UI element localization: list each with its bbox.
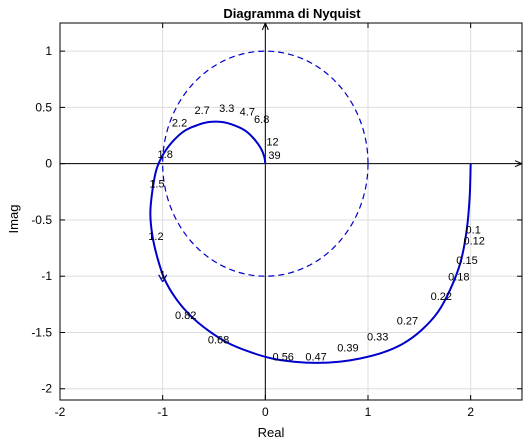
frequency-label: 1.2 [148, 231, 163, 243]
frequency-label: 0.33 [367, 331, 388, 343]
y-axis-label: Imag [6, 205, 21, 234]
frequency-label: 0.22 [431, 291, 452, 303]
chart-title: Diagramma di Nyquist [223, 6, 361, 21]
frequency-label: 0.68 [208, 335, 229, 347]
frequency-label: 0.39 [337, 343, 358, 355]
curve-direction-arrow [158, 274, 168, 283]
x-axis-label: Real [258, 425, 285, 440]
y-tick-label: 1 [45, 44, 52, 58]
frequency-annotations: 0.10.12 0.15 0.18 0.22 0.27 0.33 0.39 0.47 0.56 0… [148, 103, 485, 364]
frequency-label: 0.1 [466, 224, 481, 236]
frequency-label: 0.82 [175, 310, 196, 322]
x-tick-label: 2 [467, 405, 474, 419]
frequency-label: 0.18 [448, 272, 469, 284]
y-tick-label: 0 [45, 157, 52, 171]
x-tick-label: -1 [157, 405, 168, 419]
real-axis-arrow [514, 160, 523, 168]
imag-axis-arrow [261, 22, 269, 31]
frequency-label: 1.8 [158, 149, 173, 161]
tick-labels: -2 -1 0 1 210.50-0.5-1-1.5-2 [31, 44, 474, 419]
frequency-label: 2.2 [172, 118, 187, 130]
frequency-label: 0.12 [463, 236, 484, 248]
frequency-label: 1.5 [149, 178, 164, 190]
x-tick-label: 0 [262, 405, 269, 419]
frequency-label: 0.56 [273, 352, 294, 364]
frequency-label: 1 [160, 269, 166, 281]
frequency-label: 0.27 [397, 316, 418, 328]
axes [59, 22, 523, 401]
y-tick-label: -0.5 [31, 213, 52, 227]
frequency-label: 3.3 [219, 103, 234, 115]
y-tick-label: -1 [41, 269, 52, 283]
frequency-label: 0.15 [456, 255, 477, 267]
frequency-label: 4.7 [240, 106, 255, 118]
nyquist-curve-layer [149, 120, 472, 364]
frequency-label: 0.47 [305, 352, 326, 364]
frequency-label: 12 [266, 137, 278, 149]
y-tick-label: -2 [41, 382, 52, 396]
x-tick-label: -2 [55, 405, 66, 419]
frequency-label: 39 [268, 150, 280, 162]
y-tick-label: 0.5 [35, 100, 52, 114]
frequency-label: 2.7 [194, 105, 209, 117]
y-tick-label: -1.5 [31, 325, 52, 339]
frequency-label: 6.8 [254, 114, 269, 126]
nyquist-curve [149, 120, 472, 364]
plot-frame [59, 22, 523, 401]
x-tick-label: 1 [365, 405, 372, 419]
